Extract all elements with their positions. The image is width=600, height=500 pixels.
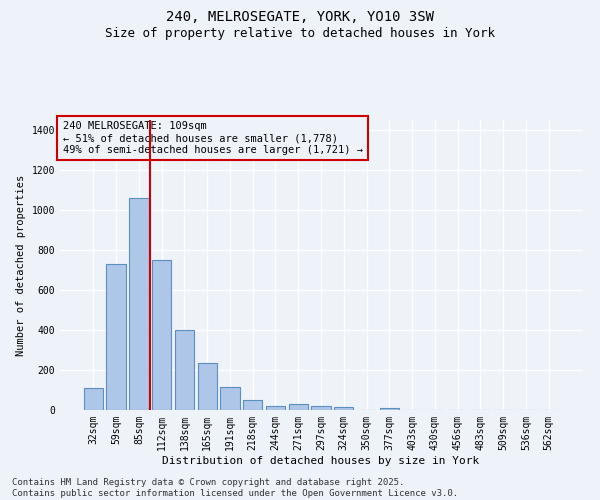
Bar xyxy=(289,404,308,410)
Bar xyxy=(334,407,353,410)
Bar xyxy=(197,363,217,410)
Text: 240 MELROSEGATE: 109sqm
← 51% of detached houses are smaller (1,778)
49% of semi: 240 MELROSEGATE: 109sqm ← 51% of detache… xyxy=(62,122,362,154)
X-axis label: Distribution of detached houses by size in York: Distribution of detached houses by size … xyxy=(163,456,479,466)
Text: Size of property relative to detached houses in York: Size of property relative to detached ho… xyxy=(105,28,495,40)
Bar xyxy=(175,330,194,410)
Bar xyxy=(220,387,239,410)
Bar xyxy=(129,198,149,410)
Bar xyxy=(106,264,126,410)
Bar xyxy=(152,260,172,410)
Bar xyxy=(311,406,331,410)
Text: Contains HM Land Registry data © Crown copyright and database right 2025.
Contai: Contains HM Land Registry data © Crown c… xyxy=(12,478,458,498)
Bar xyxy=(380,408,399,410)
Bar xyxy=(243,400,262,410)
Text: 240, MELROSEGATE, YORK, YO10 3SW: 240, MELROSEGATE, YORK, YO10 3SW xyxy=(166,10,434,24)
Bar xyxy=(266,406,285,410)
Y-axis label: Number of detached properties: Number of detached properties xyxy=(16,174,26,356)
Bar xyxy=(84,388,103,410)
